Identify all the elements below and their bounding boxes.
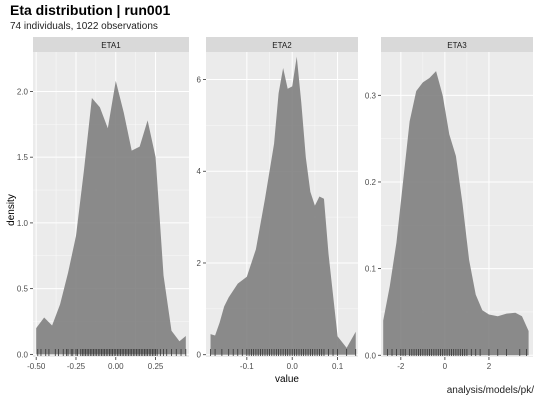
chart-title: Eta distribution | run001 bbox=[10, 2, 171, 18]
x-tick-label: -2 bbox=[397, 362, 405, 371]
x-tick-label: 0 bbox=[443, 362, 448, 371]
density-area-eta2 bbox=[210, 56, 356, 355]
x-tick-label: 0.00 bbox=[108, 362, 124, 371]
x-tick-label: -0.50 bbox=[27, 362, 46, 371]
x-tick-label: 2 bbox=[487, 362, 492, 371]
y-tick-label: 0.1 bbox=[365, 265, 377, 274]
density-area-eta1 bbox=[36, 80, 186, 355]
y-tick-label: 0.0 bbox=[365, 351, 377, 360]
x-tick-label: -0.25 bbox=[67, 362, 86, 371]
facet-strip-eta1 bbox=[33, 37, 189, 52]
facet-strip-label-eta1: ETA1 bbox=[101, 41, 121, 50]
x-axis-title: value bbox=[275, 374, 299, 385]
facet-strip-label-eta3: ETA3 bbox=[447, 41, 467, 50]
y-tick-label: 6 bbox=[197, 76, 202, 85]
y-tick-label: 0 bbox=[197, 351, 202, 360]
y-axis-title: density bbox=[6, 194, 17, 226]
y-tick-label: 1.0 bbox=[17, 219, 29, 228]
x-tick-label: -0.1 bbox=[240, 362, 254, 371]
y-tick-label: 0.0 bbox=[17, 350, 29, 359]
y-tick-label: 1.5 bbox=[17, 153, 29, 162]
chart-subtitle: 74 individuals, 1022 observations bbox=[10, 21, 158, 32]
y-tick-label: 2 bbox=[197, 259, 202, 268]
y-tick-label: 0.3 bbox=[365, 91, 377, 100]
chart-caption: analysis/models/pk/ bbox=[446, 385, 534, 396]
y-tick-label: 4 bbox=[197, 167, 202, 176]
facet-strip-eta3 bbox=[381, 37, 533, 52]
y-tick-label: 0.5 bbox=[17, 285, 29, 294]
x-tick-label: 0.1 bbox=[332, 362, 344, 371]
density-area-eta3 bbox=[383, 71, 529, 356]
x-tick-label: 0.25 bbox=[148, 362, 164, 371]
y-tick-label: 2.0 bbox=[17, 87, 29, 96]
x-tick-label: 0.0 bbox=[287, 362, 299, 371]
facet-strip-eta2 bbox=[206, 37, 358, 52]
facet-strip-label-eta2: ETA2 bbox=[272, 41, 292, 50]
y-tick-label: 0.2 bbox=[365, 178, 377, 187]
